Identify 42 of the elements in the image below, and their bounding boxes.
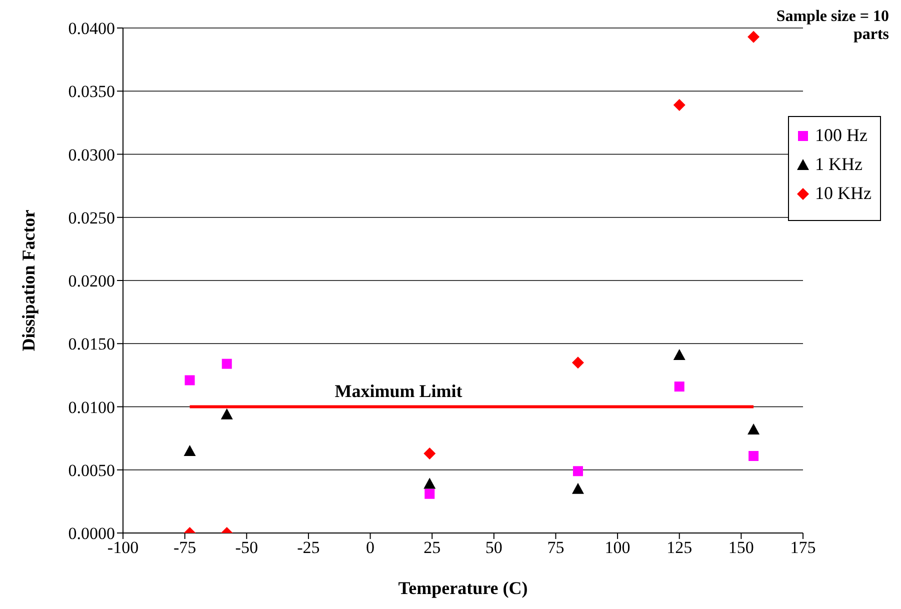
legend-label: 100 Hz — [815, 125, 868, 146]
y-tick-label: 0.0400 — [68, 19, 115, 38]
point — [220, 408, 233, 420]
x-tick-label: -25 — [297, 538, 320, 558]
point — [673, 99, 686, 112]
series-label: Maximum Limit — [334, 380, 462, 401]
point — [424, 478, 436, 489]
point — [424, 488, 435, 499]
point — [673, 348, 686, 360]
x-tick-label: 100 — [604, 538, 630, 558]
point — [572, 482, 584, 494]
x-tick-label: 25 — [424, 538, 441, 558]
point — [674, 382, 684, 392]
x-tick-label: 150 — [728, 538, 754, 558]
y-tick-label: 0.0250 — [68, 208, 115, 228]
point — [424, 447, 436, 460]
point — [184, 375, 195, 386]
point — [572, 356, 584, 369]
legend-label: 10 KHz — [815, 183, 872, 204]
y-tick-label: 0.0150 — [68, 334, 115, 354]
x-axis-title: Temperature (C) — [398, 578, 528, 598]
x-tick-label: -75 — [173, 538, 196, 558]
legend-label: 1 KHz — [815, 154, 862, 175]
y-tick-label: 0.0050 — [68, 460, 115, 480]
point — [572, 466, 583, 476]
point — [748, 30, 760, 43]
y-axis-title: Dissipation Factor — [18, 210, 38, 352]
y-tick-label: 0.0350 — [68, 82, 115, 102]
point — [222, 358, 232, 369]
point — [748, 450, 759, 461]
point — [748, 423, 760, 434]
y-tick-label: 0.0100 — [68, 398, 115, 417]
y-tick-label: 0.0200 — [68, 272, 115, 291]
x-tick-label: 0 — [366, 538, 375, 558]
x-tick-label: 50 — [485, 538, 502, 558]
x-tick-label: -50 — [235, 538, 258, 558]
x-tick-label: 75 — [547, 538, 564, 558]
x-tick-label: 175 — [790, 538, 816, 558]
point — [184, 444, 196, 456]
x-tick-label: 125 — [666, 538, 692, 558]
annotation: Sample size = 10 parts — [775, 8, 889, 44]
y-tick-label: 0.0300 — [68, 145, 115, 164]
